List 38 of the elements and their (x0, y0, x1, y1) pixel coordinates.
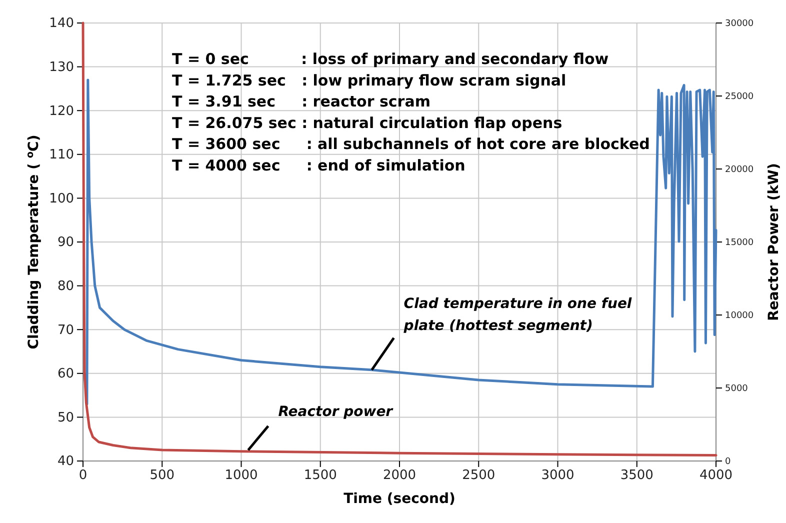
y-tick-label: 70 (57, 322, 74, 338)
y-tick-label: 130 (49, 60, 74, 75)
y-tick-label: 140 (49, 16, 74, 32)
y-tick-label: 110 (49, 148, 74, 163)
y2-tick-label: 0 (725, 456, 731, 467)
x-tick-label: 3500 (620, 468, 654, 484)
x-tick-label: 0 (78, 468, 88, 484)
x-tick-label: 1000 (224, 468, 258, 484)
y2-tick-label: 25000 (725, 92, 754, 102)
annotation: T = 3600 sec : all subchannels of hot core are blocked (172, 135, 650, 154)
annotation: T = 0 sec : loss of primary and secondary flow (172, 50, 609, 68)
y-tick-label: 90 (57, 235, 74, 250)
annotation: T = 26.075 sec : natural circulation flap opens (172, 114, 562, 132)
y2-tick-label: 20000 (725, 164, 754, 175)
x-tick-label: 2000 (382, 468, 416, 484)
y2-tick-label: 15000 (725, 238, 754, 248)
y2-tick-label: 10000 (725, 310, 754, 321)
annotation: T = 1.725 sec : low primary flow scram signal (172, 71, 566, 90)
y2-axis-title: Reactor Power (kW) (766, 163, 782, 321)
y2-tick-label: 5000 (725, 384, 748, 394)
x-tick-label: 3000 (541, 468, 574, 484)
x-tick-label: 1500 (304, 468, 337, 484)
annotation: Clad temperature in one fuel plate (hottest segment) (402, 296, 632, 334)
y-tick-label: 80 (57, 278, 74, 294)
y-tick-label: 40 (57, 454, 74, 470)
annotation: T = 3.91 sec : reactor scram (172, 92, 430, 111)
annotation: Reactor power (278, 404, 394, 420)
x-axis-title: Time (second) (344, 491, 456, 507)
x-tick-label: 2500 (462, 468, 496, 484)
line-series (82, 22, 718, 457)
annotation: T = 4000 sec : end of simulation (172, 156, 466, 174)
x-tick-label: 500 (150, 468, 175, 484)
y-tick-label: 50 (57, 410, 74, 426)
y-tick-label: 100 (49, 191, 74, 206)
x-tick-label: 4000 (699, 468, 733, 484)
y2-tick-label: 30000 (725, 18, 754, 29)
y-tick-label: 60 (57, 366, 74, 382)
y-tick-label: 120 (49, 104, 74, 119)
